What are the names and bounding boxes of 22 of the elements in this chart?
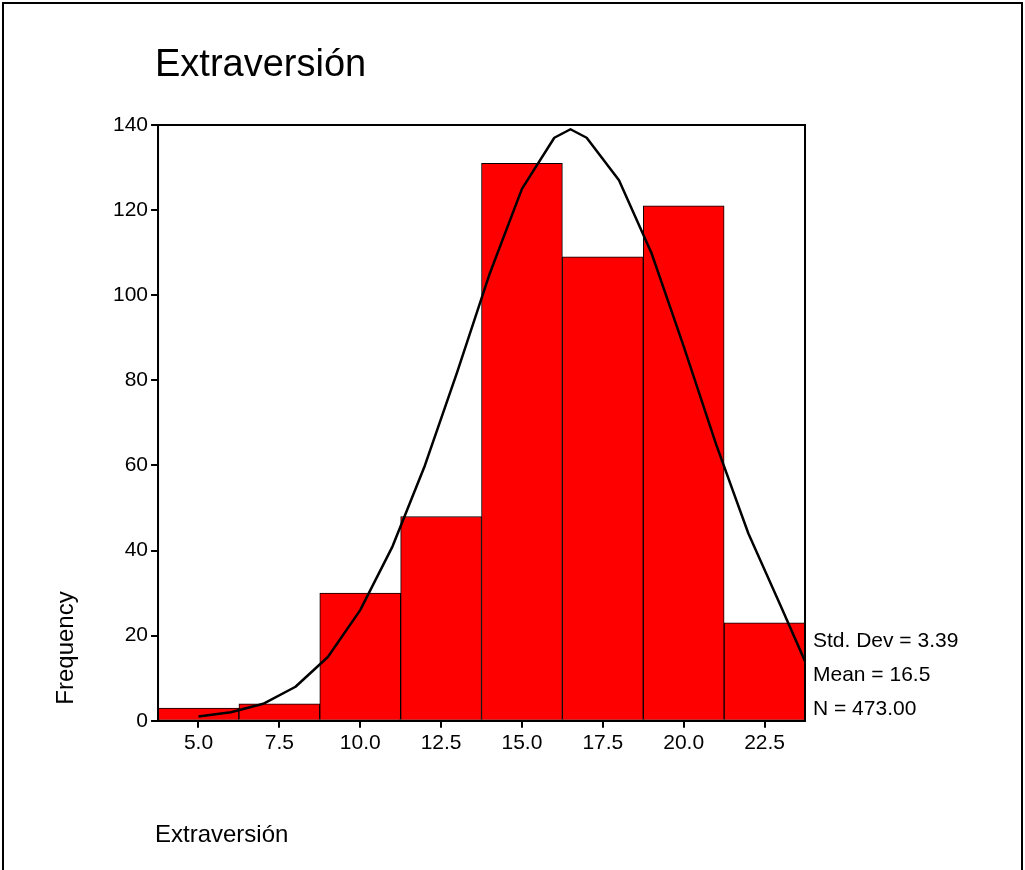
y-tick-label: 120 — [112, 196, 149, 220]
x-tick-label: 17.5 — [582, 730, 624, 754]
y-tick-label: 100 — [112, 282, 149, 306]
y-tick-label: 40 — [124, 537, 149, 561]
y-axis-title: Frequency — [51, 591, 79, 705]
text: N = 473.00 — [813, 695, 917, 719]
x-tick-label: 12.5 — [420, 730, 462, 754]
chart-title: Extraversión — [155, 42, 367, 85]
x-tick-label: 5.0 — [183, 730, 214, 754]
y-tick-label: 20 — [124, 622, 149, 646]
y-tick-label: 60 — [124, 452, 149, 476]
x-tick-label: 7.5 — [264, 730, 294, 754]
x-tick-label: 15.0 — [501, 730, 543, 754]
y-tick-label: 80 — [124, 367, 149, 391]
y-tick-label: 0 — [136, 707, 149, 731]
x-axis-title: Extraversión — [155, 820, 289, 848]
x-tick-label: 10.0 — [339, 730, 381, 754]
text: Std. Dev = 3.39 — [813, 627, 959, 651]
text: Mean = 16.5 — [813, 661, 931, 685]
x-tick-label: 22.5 — [744, 730, 785, 754]
x-tick-label: 20.0 — [663, 730, 705, 754]
y-tick-label: 140 — [112, 111, 149, 135]
